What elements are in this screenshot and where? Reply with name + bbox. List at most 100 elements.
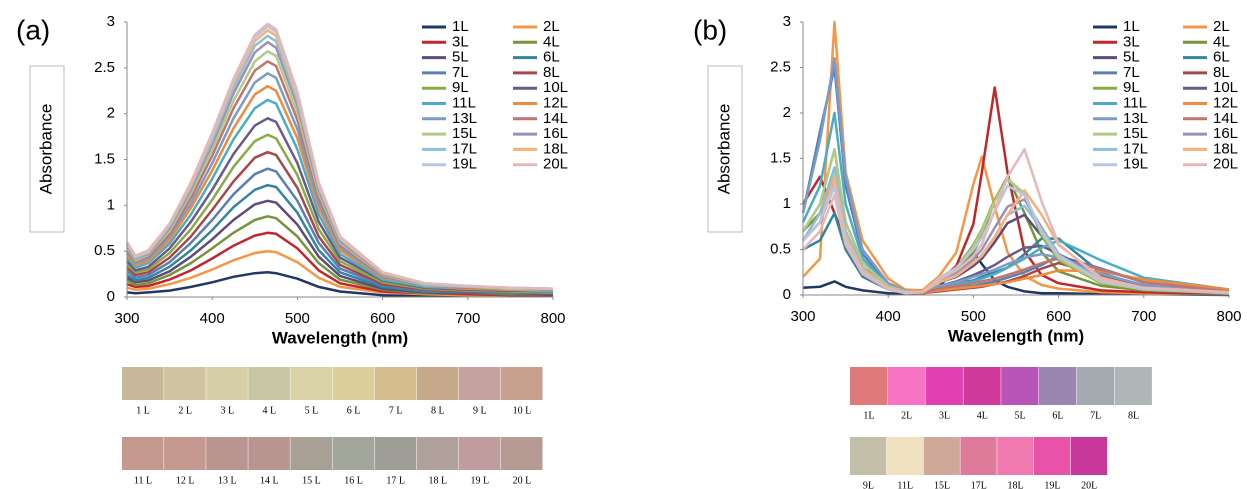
y-tick-label: 2.5 bbox=[94, 59, 115, 76]
legend-label: 19L bbox=[452, 156, 477, 173]
swatch-label: 14 L bbox=[260, 475, 279, 486]
series-line bbox=[125, 22, 554, 291]
legend-label: 11L bbox=[452, 94, 476, 111]
color-swatch bbox=[960, 437, 997, 475]
color-swatch bbox=[963, 367, 1001, 405]
swatch-label: 5 L bbox=[305, 405, 319, 416]
y-tick-label: 1 bbox=[783, 195, 791, 212]
y-title-box bbox=[707, 65, 743, 233]
x-tick-label: 400 bbox=[200, 310, 225, 327]
legend-label: 19L bbox=[1123, 156, 1148, 173]
legend-label: 17L bbox=[452, 140, 477, 157]
legend-label: 11L bbox=[1123, 94, 1147, 111]
x-axis-title: Wavelength (nm) bbox=[272, 328, 408, 347]
x-tick-label: 700 bbox=[455, 310, 480, 327]
y-tick-label: 1 bbox=[107, 196, 115, 213]
swatch-label: 2 L bbox=[178, 405, 192, 416]
color-swatch bbox=[206, 367, 248, 400]
series-line bbox=[802, 148, 1230, 295]
legend-label: 10L bbox=[1213, 79, 1238, 96]
color-swatch bbox=[1034, 437, 1071, 475]
y-tick-label: 3 bbox=[783, 13, 791, 30]
legend-label: 2L bbox=[543, 18, 560, 35]
legend-label: 4L bbox=[1213, 33, 1230, 50]
y-axis-title: Absorbance bbox=[36, 104, 55, 195]
swatch-label: 8L bbox=[1128, 410, 1139, 421]
color-swatch bbox=[887, 367, 926, 405]
swatch-label: 8 L bbox=[431, 405, 445, 416]
swatch-label: 16 L bbox=[344, 475, 363, 486]
color-swatch bbox=[374, 367, 417, 400]
legend-label: 17L bbox=[1123, 140, 1148, 157]
color-swatch bbox=[458, 437, 501, 470]
y-tick-label: 0.5 bbox=[770, 240, 791, 257]
color-swatch bbox=[886, 437, 924, 475]
swatch-label: 1 L bbox=[136, 405, 150, 416]
legend-label: 8L bbox=[543, 64, 560, 81]
swatch-label: 9 L bbox=[473, 405, 487, 416]
swatch-label: 19L bbox=[1044, 480, 1060, 489]
color-swatch bbox=[416, 367, 459, 400]
color-swatch bbox=[1001, 367, 1039, 405]
x-tick-label: 500 bbox=[285, 310, 310, 327]
y-title-box bbox=[29, 65, 65, 233]
legend-label: 4L bbox=[543, 33, 560, 50]
legend-label: 1L bbox=[1123, 18, 1140, 35]
color-swatch bbox=[374, 437, 417, 470]
color-swatch bbox=[122, 367, 164, 400]
legend-label: 7L bbox=[452, 64, 469, 81]
legend-label: 16L bbox=[543, 125, 568, 142]
x-tick-label: 500 bbox=[961, 308, 986, 325]
legend-label: 6L bbox=[1213, 49, 1230, 66]
legend-label: 9L bbox=[452, 79, 469, 96]
color-swatch bbox=[850, 367, 888, 405]
swatch-label: 5L bbox=[1015, 410, 1026, 421]
color-swatch bbox=[248, 367, 290, 400]
x-axis-title: Wavelength (nm) bbox=[948, 326, 1084, 345]
y-tick-label: 0.5 bbox=[94, 242, 115, 259]
color-swatch bbox=[164, 367, 206, 400]
color-swatch bbox=[923, 437, 960, 475]
swatch-label: 20L bbox=[1081, 480, 1097, 489]
swatch-label: 18 L bbox=[428, 475, 447, 486]
swatch-label: 7 L bbox=[389, 405, 403, 416]
y-tick-label: 0 bbox=[107, 288, 115, 305]
swatch-label: 19 L bbox=[471, 475, 490, 486]
y-tick-label: 2 bbox=[107, 105, 115, 122]
y-tick-label: 1.5 bbox=[94, 150, 115, 167]
legend-label: 20L bbox=[543, 156, 568, 173]
swatch-label: 10 L bbox=[513, 405, 532, 416]
y-tick-label: 1.5 bbox=[770, 149, 791, 166]
color-swatch bbox=[1076, 367, 1115, 405]
legend-label: 10L bbox=[543, 79, 568, 96]
legend-label: 8L bbox=[1213, 64, 1230, 81]
series-line bbox=[801, 57, 1230, 295]
color-swatch bbox=[500, 367, 543, 400]
color-swatch bbox=[122, 437, 164, 470]
legend-label: 16L bbox=[1213, 125, 1238, 142]
swatch-label: 18L bbox=[1008, 480, 1024, 489]
legend-label: 5L bbox=[452, 49, 469, 66]
swatch-label: 12 L bbox=[176, 475, 195, 486]
swatch-label: 3 L bbox=[220, 405, 234, 416]
x-tick-label: 600 bbox=[370, 310, 395, 327]
swatch-label: 6L bbox=[1052, 410, 1063, 421]
color-swatch bbox=[458, 367, 501, 400]
y-tick-label: 2.5 bbox=[770, 58, 791, 75]
color-swatch bbox=[290, 437, 332, 470]
legend-label: 3L bbox=[452, 33, 469, 50]
series-line bbox=[126, 271, 553, 298]
legend-label: 2L bbox=[1213, 18, 1230, 35]
y-tick-label: 2 bbox=[783, 104, 791, 121]
color-swatch bbox=[850, 437, 887, 475]
y-tick-label: 3 bbox=[107, 13, 115, 30]
swatch-label: 4 L bbox=[263, 405, 277, 416]
swatch-label: 9L bbox=[863, 480, 874, 489]
legend-label: 15L bbox=[452, 125, 477, 142]
swatch-label: 11L bbox=[897, 480, 913, 489]
color-swatch bbox=[332, 437, 375, 470]
color-swatch bbox=[332, 367, 375, 400]
panel-label: (b) bbox=[693, 14, 727, 45]
legend-label: 20L bbox=[1213, 156, 1238, 173]
color-swatch bbox=[164, 437, 206, 470]
